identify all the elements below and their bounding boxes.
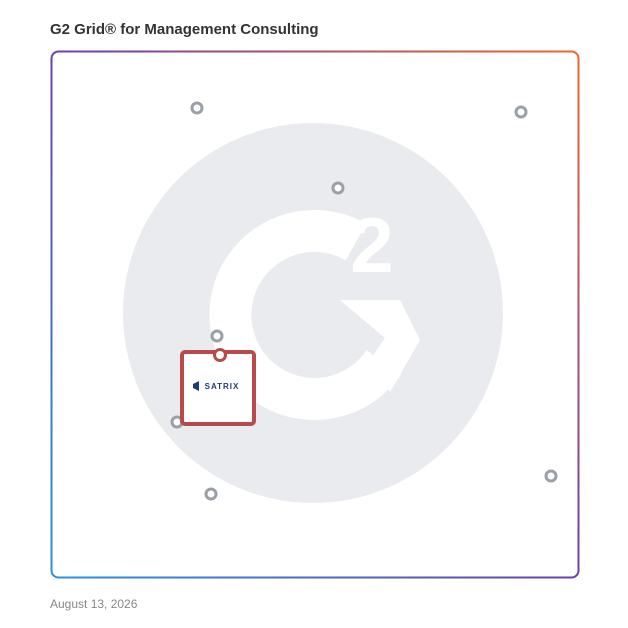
svg-text:2: 2 xyxy=(350,201,393,289)
product-dot[interactable] xyxy=(514,105,528,119)
logo-icon xyxy=(193,381,199,391)
product-dots xyxy=(170,101,558,501)
highlight-dot xyxy=(213,348,227,362)
product-dot[interactable] xyxy=(204,487,218,501)
logo-text: SATRIX xyxy=(205,382,240,391)
g2-watermark: 2 xyxy=(123,123,503,503)
product-dot[interactable] xyxy=(544,469,558,483)
title: G2 Grid® for Management Consulting xyxy=(50,21,319,38)
product-dot[interactable] xyxy=(331,181,345,195)
product-dot[interactable] xyxy=(190,101,204,115)
product-dot[interactable] xyxy=(210,329,224,343)
grid-frame xyxy=(50,50,580,579)
highlighted-product[interactable]: SATRIX xyxy=(180,348,256,426)
date: August 13, 2026 xyxy=(50,597,138,611)
